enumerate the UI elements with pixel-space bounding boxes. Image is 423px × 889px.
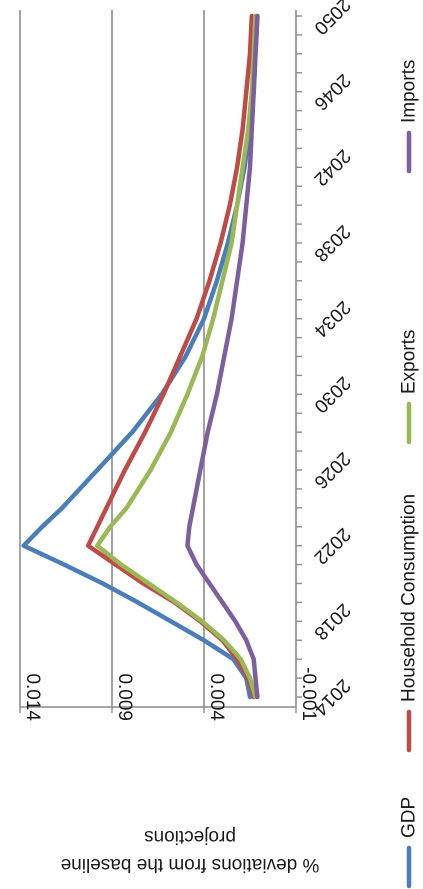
legend-label: GDP — [399, 797, 420, 838]
y-tick-label: 0.014 — [22, 673, 43, 721]
series-line — [95, 13, 258, 700]
x-tick-label: 2026 — [310, 448, 355, 493]
y-axis-title-line2: projections — [144, 826, 236, 847]
x-tick-label: 2030 — [310, 372, 355, 417]
y-axis-title: % deviations from the baseline — [61, 854, 320, 875]
legend-label: Household Consumption — [399, 494, 420, 702]
legend: GDP Household Consumption Exports Imports — [399, 60, 420, 889]
series-lines — [21, 13, 260, 700]
y-axis-title-group: % deviations from the baseline projection… — [61, 826, 320, 875]
legend-label: Exports — [399, 330, 420, 394]
legend-label: Imports — [399, 60, 420, 123]
x-tick-label: 2034 — [309, 296, 354, 341]
y-tick-label: -0.001 — [298, 667, 319, 721]
x-tick-label: 2050 — [310, 0, 355, 38]
series-line — [85, 13, 256, 700]
x-tick-label: 2042 — [310, 145, 355, 190]
x-tick-label: 2018 — [310, 599, 355, 644]
x-tick-label: 2038 — [310, 221, 355, 266]
series-line — [185, 13, 260, 700]
x-tick-label: 2022 — [310, 523, 355, 568]
y-tick-label: 0.004 — [206, 673, 227, 721]
y-tick-label: 0.009 — [114, 673, 135, 721]
x-tick-label: 2046 — [310, 69, 355, 114]
